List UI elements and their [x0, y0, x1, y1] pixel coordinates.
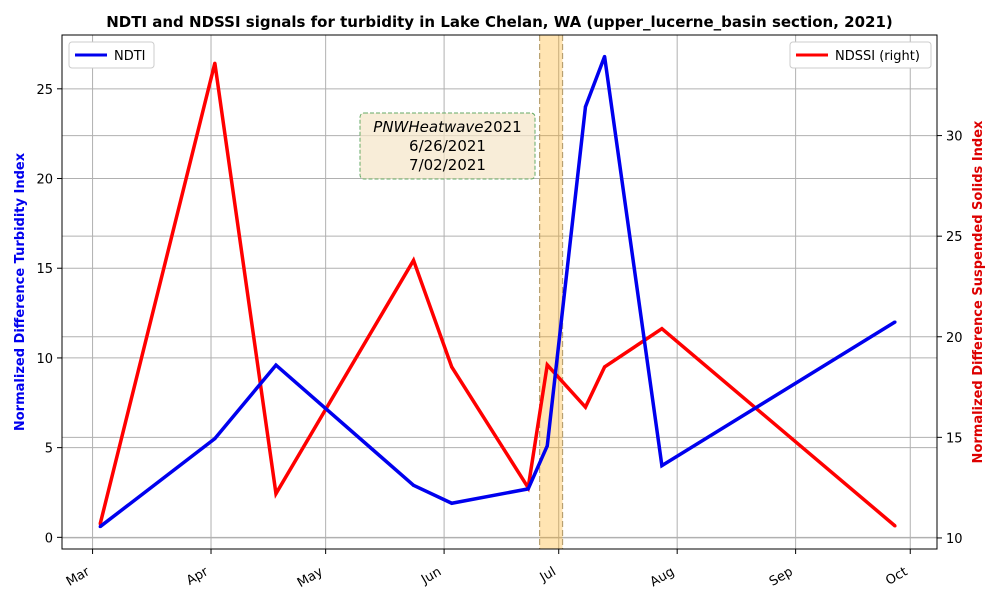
- plot-frame: [61, 34, 938, 550]
- data-point-ndssi: [545, 363, 549, 367]
- y-right-tick-label: 10: [946, 532, 963, 547]
- data-point-ndssi: [893, 524, 897, 528]
- x-axis: Mar Apr May Jun Jul Aug Sep Oct: [64, 549, 911, 591]
- legend-ndssi-box: [789, 41, 932, 69]
- legend-ndti-label: NDTI: [114, 49, 146, 64]
- data-point-ndssi: [660, 327, 664, 331]
- x-tick-label: Jun: [418, 564, 444, 588]
- grid: [62, 35, 937, 549]
- x-tick-label: Aug: [648, 564, 677, 590]
- x-tick-label: Sep: [767, 564, 796, 589]
- data-point-ndti: [526, 487, 530, 491]
- chart-title: NDTI and NDSSI signals for turbidity in …: [106, 13, 893, 31]
- y-left-tick-label: 20: [36, 173, 53, 188]
- legend-ndti: NDTI: [68, 41, 155, 69]
- data-point-ndssi: [602, 365, 607, 369]
- data-point-ndti: [893, 320, 897, 324]
- legend-ndssi-label: NDSSI (right): [835, 49, 920, 64]
- heatwave-shade: [539, 35, 563, 549]
- y-left-tick-label: 5: [45, 442, 53, 457]
- y-right-tick-label: 15: [946, 431, 963, 446]
- data-point-ndti: [545, 444, 549, 448]
- heatwave-annotation: PNWHeatwave2021 6/26/2021 7/02/2021: [359, 112, 536, 180]
- data-point-ndti: [274, 363, 278, 367]
- annotation-box: [359, 112, 536, 180]
- data-point-ndssi: [274, 492, 278, 496]
- y-left-tick-label: 0: [45, 531, 53, 546]
- annotation-end-date: 7/02/2021: [409, 156, 486, 174]
- y-left-tick-label: 15: [36, 262, 53, 277]
- data-point-ndssi: [583, 405, 588, 409]
- y-left-tick-label: 10: [36, 352, 53, 367]
- annotation-title-italic: PNWHeatwave: [373, 118, 483, 136]
- data-point-ndssi: [450, 365, 454, 369]
- data-point-ndti: [98, 524, 102, 529]
- y-axis-left: 0 5 10 15 20 25: [36, 83, 62, 546]
- data-point-ndti: [411, 483, 416, 487]
- x-tick-label: Apr: [184, 564, 212, 589]
- annotation-title: PNWHeatwave2021: [373, 118, 521, 136]
- data-point-ndti: [602, 54, 607, 59]
- y-axis-right: 10 15 20 25 30: [937, 130, 963, 547]
- data-point-ndti: [583, 105, 588, 109]
- series-layer: [98, 54, 897, 529]
- x-tick-label: Mar: [64, 564, 93, 590]
- x-tick-label: Jul: [537, 564, 559, 585]
- data-point-ndssi: [213, 61, 217, 65]
- data-point-ndti: [213, 437, 217, 441]
- x-tick-label: May: [295, 564, 326, 591]
- y-left-tick-label: 25: [36, 83, 53, 98]
- y-right-tick-label: 20: [946, 331, 963, 346]
- y-right-tick-label: 30: [946, 130, 963, 145]
- x-tick-label: Oct: [883, 564, 910, 588]
- annotation-start-date: 6/26/2021: [409, 137, 486, 155]
- data-point-ndti: [660, 463, 664, 468]
- y-axis-right-label: Normalized Difference Suspended Solids I…: [971, 120, 986, 463]
- legend-ndti-box: [68, 41, 155, 69]
- y-right-tick-label: 25: [946, 230, 963, 245]
- y-axis-left-label: Normalized Difference Turbidity Index: [13, 152, 28, 431]
- data-point-ndssi: [411, 258, 416, 262]
- shaded-period: [539, 35, 564, 549]
- legend-ndssi: NDSSI (right): [789, 41, 932, 69]
- annotation-title-year: 2021: [484, 118, 522, 136]
- data-point-ndti: [450, 501, 454, 505]
